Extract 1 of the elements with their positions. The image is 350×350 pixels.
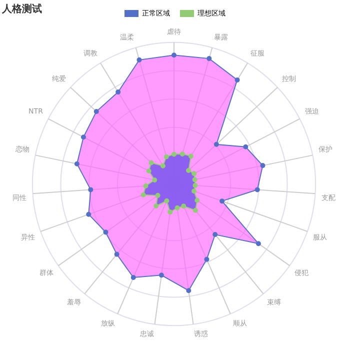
chart-title: 人格测试 bbox=[2, 2, 42, 16]
